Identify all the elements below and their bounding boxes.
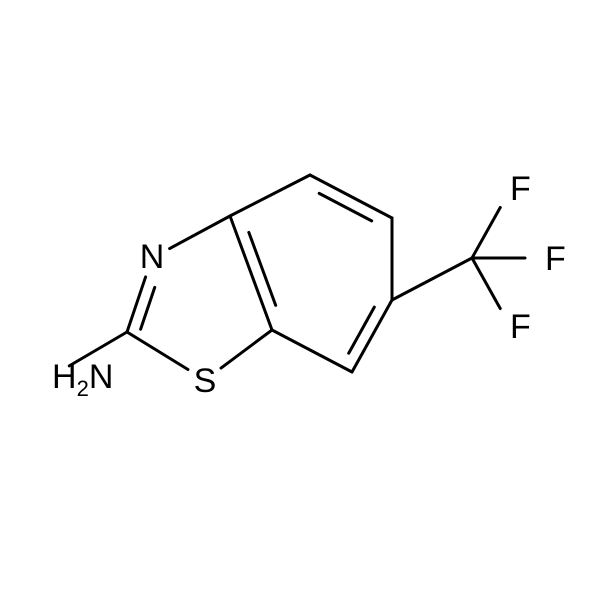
molecule-diagram: NSFFFH2N: [0, 0, 600, 600]
atom-label-F_rt: F: [545, 240, 566, 278]
atom-label-S: S: [194, 362, 217, 400]
atom-label-F_up: F: [510, 170, 531, 208]
atom-label-F_dn: F: [510, 308, 531, 346]
bonds-layer: [69, 175, 525, 372]
atom-label-NH2: H2N: [52, 358, 113, 401]
atom-label-N_ring: N: [140, 238, 165, 276]
